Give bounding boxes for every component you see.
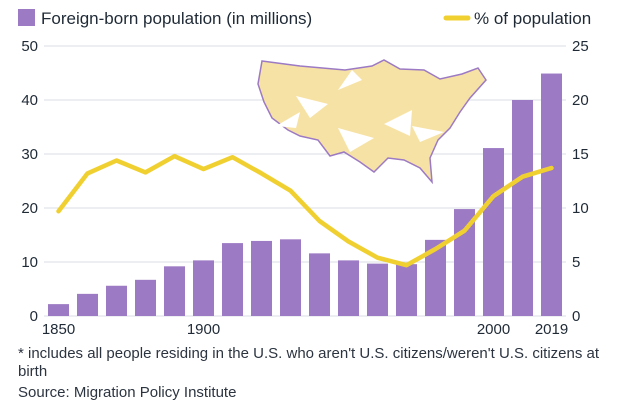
- us-map-icon: [257, 59, 487, 185]
- bar: [222, 243, 243, 316]
- arrow-icon: [412, 126, 444, 142]
- bar: [48, 304, 69, 316]
- bar: [77, 293, 98, 316]
- bar: [164, 266, 185, 316]
- bar: [483, 148, 504, 316]
- arrow-icon: [276, 112, 300, 128]
- y-axis-left: 0 10 20 30 40 50: [21, 38, 38, 325]
- chart-svg: Foreign-born population (in millions) % …: [18, 9, 591, 338]
- bar: [280, 239, 301, 316]
- x-tick-label: 2000: [477, 321, 510, 338]
- y-axis-right: 0 5 10 15 20 25: [572, 38, 589, 325]
- x-tick-label: 2019: [535, 321, 568, 338]
- arrow-icon: [384, 110, 412, 136]
- percentage-line: [56, 153, 554, 268]
- bar: [425, 239, 446, 316]
- y-right-tick-label: 5: [572, 254, 580, 271]
- bar: [193, 260, 214, 316]
- y-left-tick-label: 30: [21, 146, 38, 163]
- y-left-tick-label: 20: [21, 200, 38, 217]
- x-axis: 1850 1900 2000 2019: [42, 321, 568, 338]
- y-left-tick-label: 50: [21, 38, 38, 55]
- bar: [541, 73, 562, 316]
- y-left-tick-label: 40: [21, 92, 38, 109]
- legend-bar-swatch: [18, 9, 35, 26]
- bar: [512, 100, 533, 316]
- arrow-icon: [338, 70, 362, 90]
- footnote: * includes all people residing in the U.…: [18, 345, 600, 380]
- y-left-tick-label: 10: [21, 254, 38, 271]
- arrow-icon: [296, 96, 328, 118]
- y-right-tick-label: 15: [572, 146, 589, 163]
- line-series: [56, 153, 554, 268]
- legend-bar-label: Foreign-born population (in millions): [41, 9, 312, 28]
- bar: [251, 240, 272, 316]
- bar: [338, 260, 359, 316]
- us-map-shape: [257, 59, 487, 185]
- y-right-tick-label: 0: [572, 308, 580, 325]
- y-right-tick-label: 10: [572, 200, 589, 217]
- bar: [135, 279, 156, 316]
- x-tick-label: 1850: [42, 321, 75, 338]
- arrow-icon: [338, 128, 374, 152]
- y-right-tick-label: 20: [572, 92, 589, 109]
- source-note: Source: Migration Policy Institute: [18, 384, 237, 401]
- y-left-tick-label: 0: [30, 308, 38, 325]
- bar: [106, 285, 127, 316]
- x-tick-label: 1900: [187, 321, 220, 338]
- legend-line-label: % of population: [474, 9, 591, 28]
- bar: [309, 253, 330, 316]
- y-right-tick-label: 25: [572, 38, 589, 55]
- bar: [396, 264, 417, 316]
- bar: [367, 263, 388, 316]
